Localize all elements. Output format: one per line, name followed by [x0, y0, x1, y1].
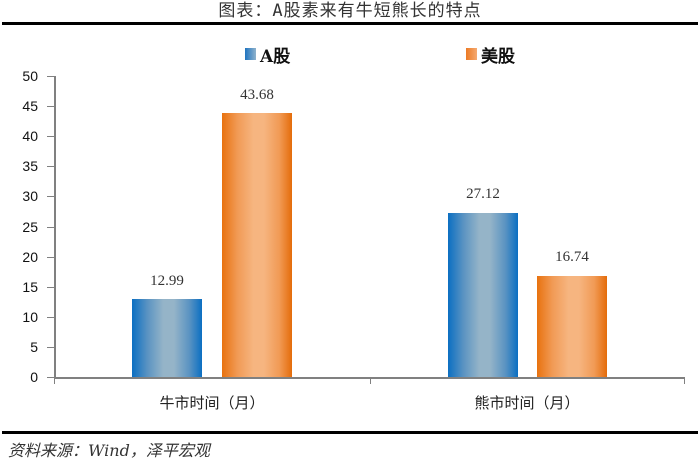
y-tick	[47, 257, 55, 258]
data-label: 27.12	[466, 186, 500, 202]
y-tick-label: 5	[30, 339, 38, 355]
legend-item-us-share: 美股	[466, 44, 515, 67]
y-tick-label: 20	[22, 249, 38, 265]
y-tick-label: 30	[22, 188, 38, 204]
bottom-rule	[2, 431, 698, 434]
y-tick	[47, 287, 55, 288]
data-label: 16.74	[555, 249, 589, 265]
bar-us-share-bear	[537, 276, 607, 377]
y-tick	[47, 317, 55, 318]
y-tick-label: 45	[22, 98, 38, 114]
source-note: 资料来源：Wind，泽平宏观	[8, 441, 210, 460]
y-tick	[47, 347, 55, 348]
x-category-bear: 熊市时间（月）	[474, 394, 580, 412]
y-tick	[47, 196, 55, 197]
y-tick	[47, 166, 55, 167]
legend-swatch-us-share	[466, 48, 477, 60]
x-axis	[54, 377, 685, 379]
data-label: 43.68	[240, 87, 274, 103]
y-tick-label: 10	[22, 309, 38, 325]
x-tick	[54, 378, 55, 384]
y-tick-label: 50	[22, 68, 38, 84]
y-tick-label: 40	[22, 128, 38, 144]
y-tick-label: 35	[22, 158, 38, 174]
y-tick-label: 25	[22, 219, 38, 235]
legend-label: 美股	[481, 46, 515, 67]
legend-label: A股	[260, 46, 291, 67]
y-axis	[54, 76, 56, 379]
y-tick-label: 0	[30, 369, 38, 385]
legend-swatch-a-share	[245, 48, 256, 60]
y-tick-label: 15	[22, 279, 38, 295]
y-tick	[47, 227, 55, 228]
y-tick	[47, 106, 55, 107]
top-rule	[2, 22, 698, 25]
bar-us-share-bull	[222, 113, 292, 377]
data-label: 12.99	[150, 273, 184, 289]
x-tick	[370, 378, 371, 384]
bar-a-share-bear	[448, 213, 518, 377]
y-tick	[47, 136, 55, 137]
x-category-bull: 牛市时间（月）	[159, 394, 265, 412]
legend-item-a-share: A股	[245, 44, 291, 67]
bar-a-share-bull	[132, 299, 202, 377]
y-tick	[47, 76, 55, 77]
y-tick	[47, 377, 55, 378]
chart-title: 图表：A股素来有牛短熊长的特点	[218, 1, 482, 21]
x-tick	[684, 378, 685, 384]
